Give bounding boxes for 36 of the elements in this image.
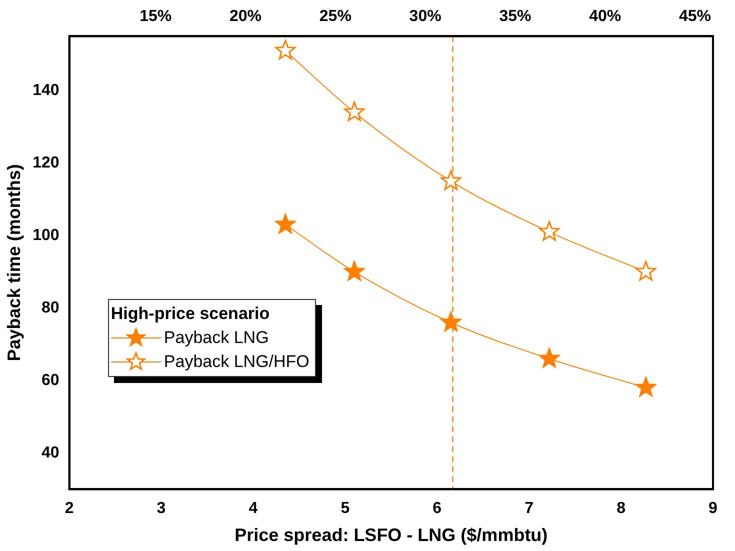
x2-tick-label: 40% <box>589 8 622 26</box>
y-axis-title: Payback time (months) <box>4 164 24 362</box>
x-tick-label: 6 <box>432 500 442 518</box>
x-tick-label: 4 <box>248 500 258 518</box>
point <box>636 261 656 281</box>
x-axis-title: Price spread: LSFO - LNG ($/mmbtu) <box>234 525 548 546</box>
x-tick-label: 9 <box>708 500 718 518</box>
point <box>539 348 560 368</box>
x-tick-label: 7 <box>524 500 534 518</box>
legend-label: Payback LNG/HFO <box>164 352 310 371</box>
y-tick-label: 60 <box>42 372 60 389</box>
x2-tick-label: 35% <box>499 8 532 26</box>
x-tick-label: 2 <box>64 500 74 518</box>
point <box>440 312 462 332</box>
point <box>275 214 296 234</box>
x2-tick-label: 20% <box>229 8 262 26</box>
x-tick-label: 3 <box>156 500 166 518</box>
x2-tick-label: 25% <box>319 8 352 26</box>
x-tick-label: 8 <box>616 500 626 518</box>
legend-label: Payback LNG <box>164 328 269 347</box>
y-tick-label: 140 <box>32 82 60 99</box>
point <box>344 102 365 122</box>
y-tick-label: 80 <box>42 299 60 316</box>
point <box>440 170 462 190</box>
point <box>539 221 560 241</box>
point <box>344 261 365 281</box>
legend-title: High-price scenario <box>110 302 271 325</box>
point <box>275 40 296 60</box>
x-tick-label: 5 <box>340 500 350 518</box>
y-tick-label: 40 <box>42 444 60 462</box>
x2-tick-label: 30% <box>409 8 442 26</box>
x2-tick-label: 15% <box>140 8 172 26</box>
x2-tick-label: 45% <box>679 8 712 26</box>
point <box>636 376 656 397</box>
y-tick-label: 100 <box>32 226 60 244</box>
y-tick-label: 120 <box>32 154 60 172</box>
